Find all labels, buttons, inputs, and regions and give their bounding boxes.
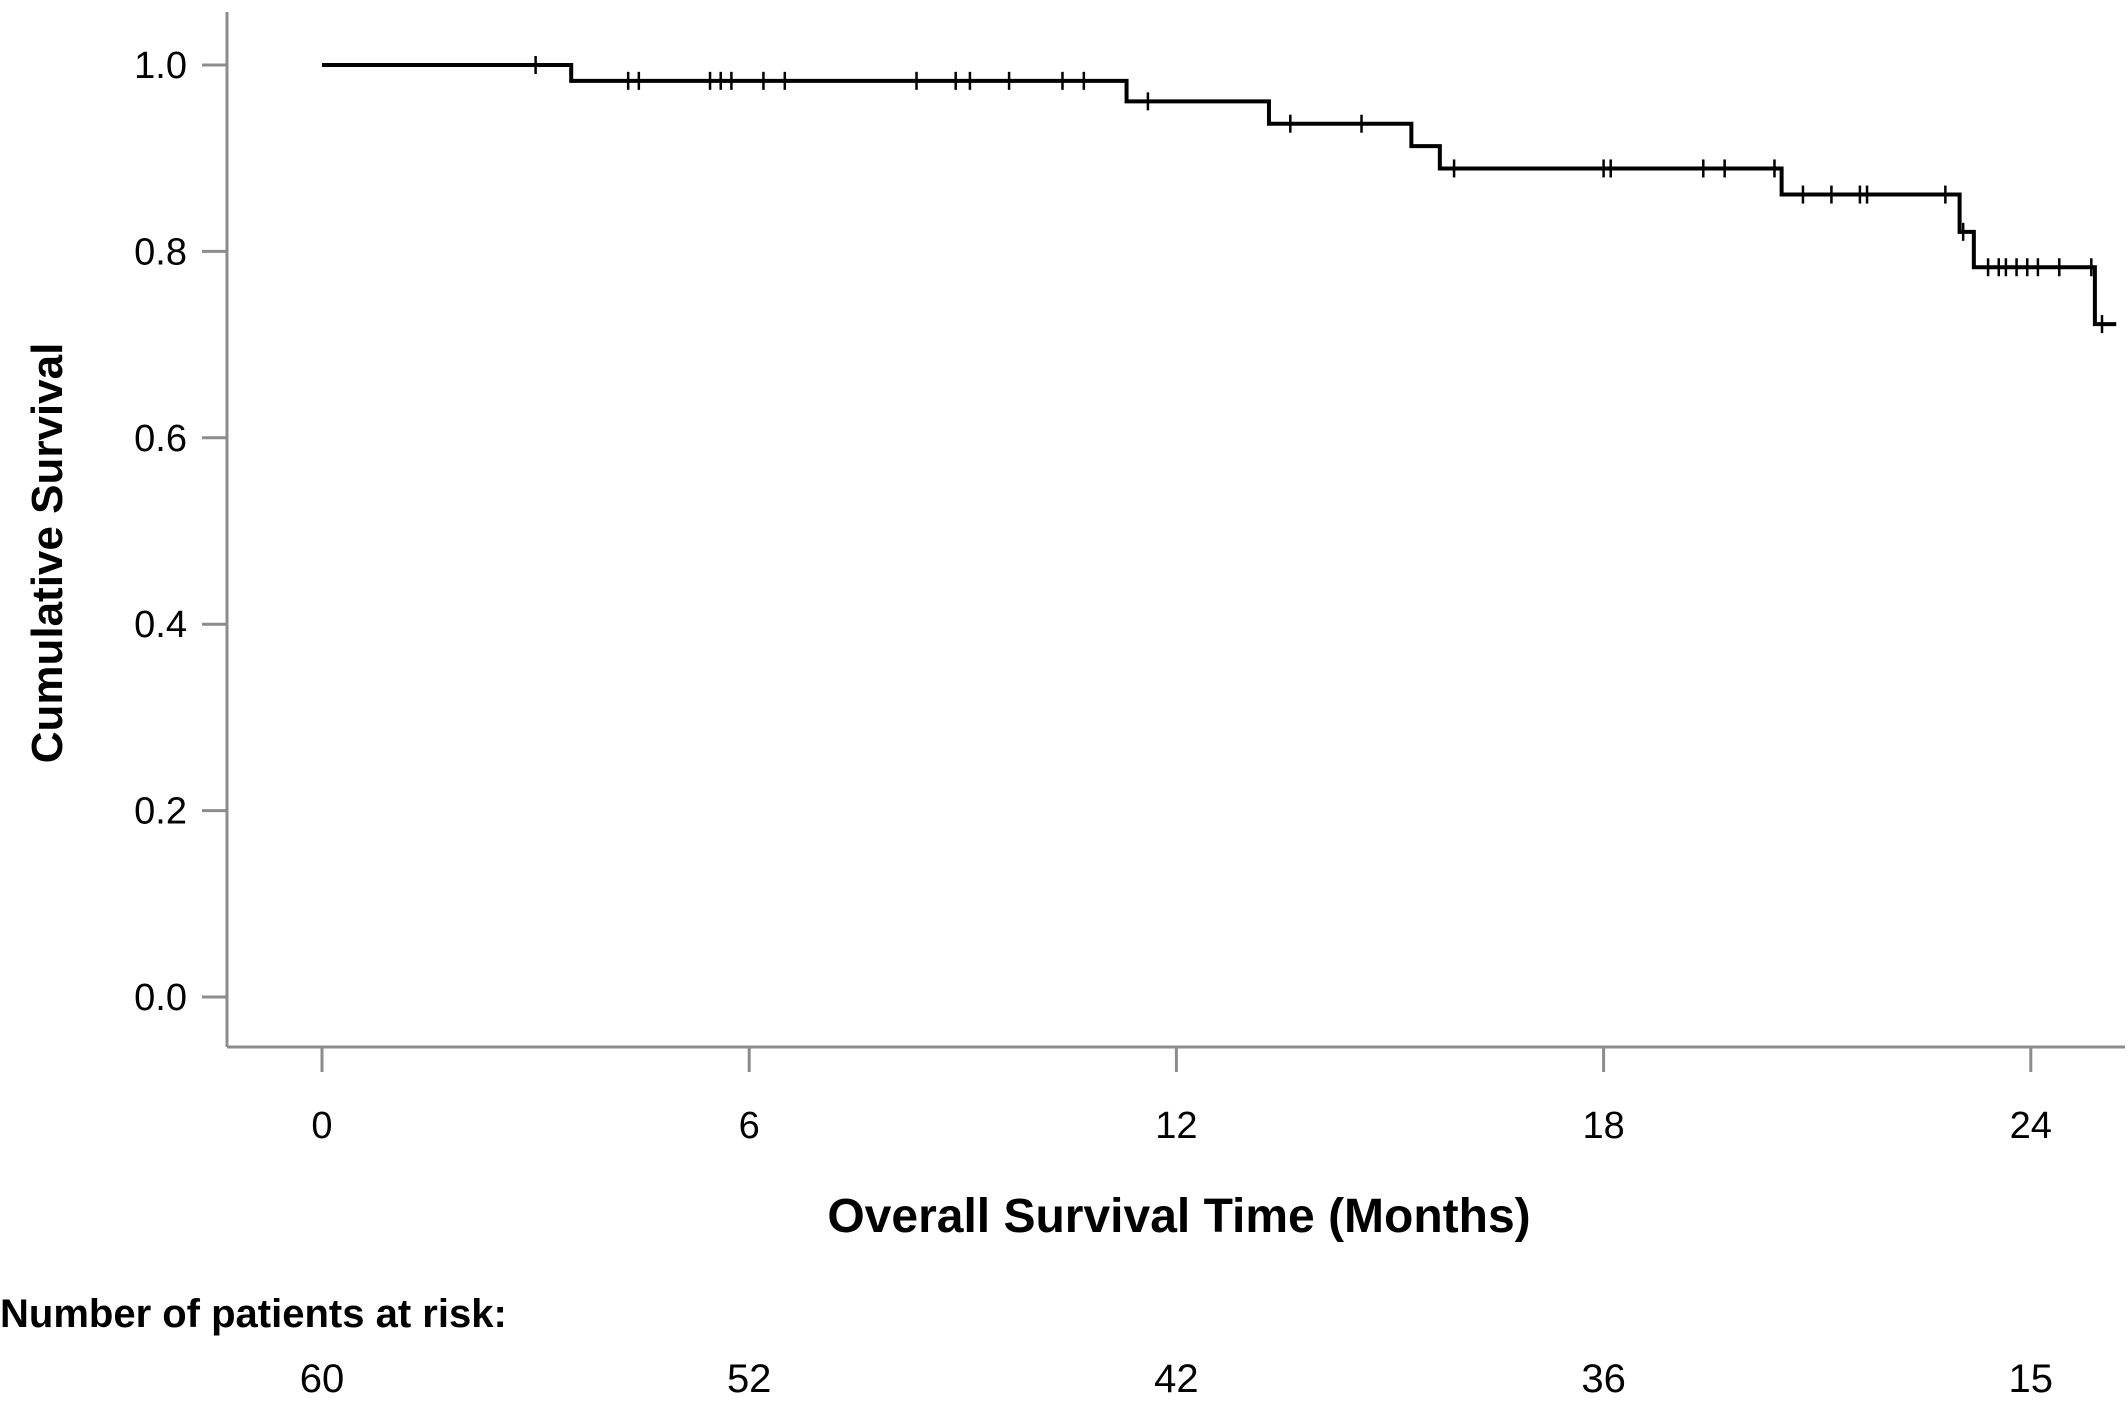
x-axis-label: Overall Survival Time (Months) (827, 1190, 1530, 1243)
risk-count: 15 (2009, 1357, 2054, 1401)
risk-table: 60 52 42 36 15 (300, 1357, 2053, 1401)
risk-count: 42 (1154, 1357, 1199, 1401)
risk-count: 60 (300, 1357, 345, 1401)
y-tick-label: 0.6 (134, 418, 187, 460)
risk-count: 52 (727, 1357, 772, 1401)
ticks: 0.0 0.2 0.4 0.6 0.8 1.0 0 6 12 18 24 (134, 45, 2052, 1147)
survival-step-line (322, 63, 2117, 327)
x-tick-label: 12 (1155, 1105, 1197, 1147)
y-tick-label: 0.4 (134, 604, 187, 646)
risk-table-title: Number of patients at risk: (0, 1292, 507, 1336)
axes (225, 12, 2125, 1049)
x-tick-label: 6 (739, 1105, 760, 1147)
censor-marks (534, 56, 2104, 334)
risk-count: 36 (1581, 1357, 1626, 1401)
y-tick-label: 0.0 (134, 977, 187, 1019)
survival-curve (322, 63, 2117, 327)
x-tick-label: 18 (1582, 1105, 1624, 1147)
x-tick-label: 0 (311, 1105, 332, 1147)
y-tick-label: 1.0 (134, 45, 187, 87)
y-axis-label: Cumulative Survival (23, 343, 72, 764)
y-tick-label: 0.8 (134, 231, 187, 273)
y-tick-label: 0.2 (134, 791, 187, 833)
x-tick-label: 24 (2010, 1105, 2052, 1147)
